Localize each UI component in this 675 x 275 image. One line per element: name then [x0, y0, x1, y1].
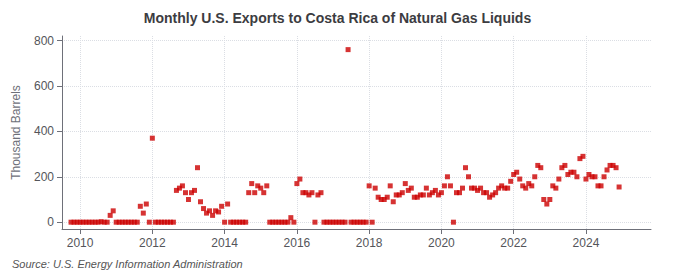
svg-text:2010: 2010 [67, 236, 94, 250]
svg-text:Monthly U.S. Exports to Costa: Monthly U.S. Exports to Costa Rica of Na… [144, 10, 532, 26]
svg-text:2014: 2014 [211, 236, 238, 250]
svg-text:800: 800 [34, 34, 54, 48]
svg-text:2018: 2018 [356, 236, 383, 250]
svg-text:200: 200 [34, 170, 54, 184]
svg-text:2022: 2022 [500, 236, 527, 250]
svg-text:0: 0 [47, 215, 54, 229]
svg-text:400: 400 [34, 124, 54, 138]
svg-text:2020: 2020 [428, 236, 455, 250]
svg-text:2024: 2024 [573, 236, 600, 250]
svg-text:Thousand Barrels: Thousand Barrels [9, 85, 23, 180]
svg-text:2016: 2016 [284, 236, 311, 250]
svg-text:2012: 2012 [139, 236, 166, 250]
svg-text:600: 600 [34, 79, 54, 93]
svg-text:Source: U.S. Energy Informatio: Source: U.S. Energy Information Administ… [12, 258, 243, 270]
